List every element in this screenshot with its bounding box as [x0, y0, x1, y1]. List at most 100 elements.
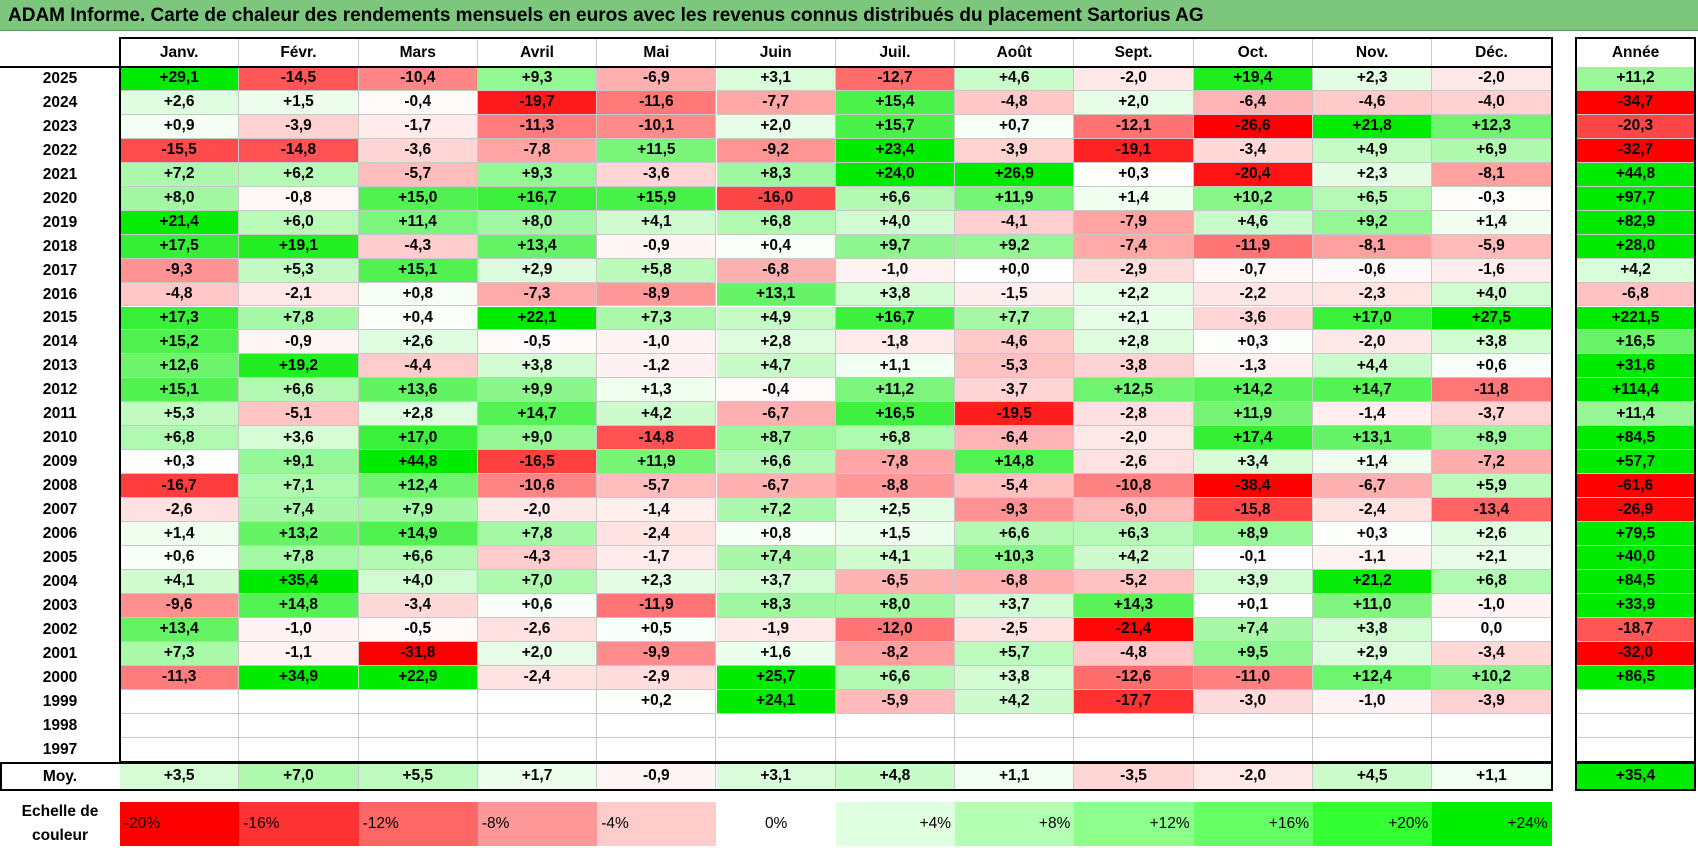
heatmap-cell: -10,4 — [358, 67, 478, 91]
heatmap-cell: -7,8 — [835, 450, 956, 475]
heatmap-cell: -21,4 — [1074, 617, 1194, 642]
year-label: 2013 — [42, 357, 78, 375]
heatmap-cell: +1,5 — [239, 90, 359, 115]
heatmap-cell: +6,8 — [1432, 569, 1552, 594]
heatmap-cell: -3,6 — [597, 162, 717, 187]
heatmap-cell: +5,8 — [597, 258, 717, 283]
heatmap-cell: +19,1 — [239, 234, 359, 259]
heatmap-cell: -1,7 — [358, 114, 478, 139]
heatmap-cell: -6,0 — [1074, 498, 1194, 523]
heatmap-cell: +6,9 — [1432, 138, 1552, 163]
heatmap-cell — [955, 737, 1075, 762]
year-label: 2006 — [42, 525, 78, 543]
annual-cell: +114,4 — [1576, 378, 1695, 403]
average-cell: +1,1 — [955, 763, 1075, 790]
color-scale-step: +20% — [1313, 802, 1433, 846]
heatmap-cell: +7,8 — [239, 546, 359, 570]
header-divider — [0, 66, 1552, 68]
heatmap-cell: -2,9 — [597, 665, 717, 690]
heatmap-cell: +7,1 — [239, 474, 359, 499]
year-label: 2008 — [42, 477, 78, 495]
heatmap-cell: +0,6 — [477, 593, 598, 618]
heatmap-cell: +6,0 — [239, 210, 359, 235]
heatmap-cell: -11,3 — [477, 114, 598, 139]
heatmap-cell: -12,7 — [835, 67, 956, 91]
average-cell: -2,0 — [1193, 763, 1313, 790]
color-scale-step: -12% — [358, 802, 478, 846]
heatmap-cell: +8,0 — [477, 210, 598, 235]
heatmap-cell: +44,8 — [358, 450, 478, 475]
heatmap-cell: +6,8 — [120, 426, 240, 451]
heatmap-cell: -1,3 — [1193, 354, 1313, 379]
month-header: Mars — [359, 38, 478, 67]
heatmap-cell — [1313, 737, 1433, 762]
heatmap-cell: -9,9 — [597, 641, 717, 666]
heatmap-cell: +4,1 — [597, 210, 717, 235]
heatmap-cell: -3,6 — [1193, 306, 1313, 331]
color-scale-step: +4% — [835, 802, 956, 846]
heatmap-cell: +16,5 — [835, 402, 956, 427]
heatmap-cell: +0,4 — [716, 234, 836, 259]
year-label: 2011 — [43, 405, 77, 423]
heatmap-cell: +4,0 — [835, 210, 956, 235]
heatmap-cell: -13,4 — [1432, 498, 1552, 523]
heatmap-cell: +11,9 — [597, 450, 717, 475]
chart-title: ADAM Informe. Carte de chaleur des rende… — [8, 5, 1204, 26]
heatmap-cell: +7,4 — [716, 546, 836, 570]
heatmap-cell: -4,3 — [358, 234, 478, 259]
heatmap-cell: +17,0 — [1313, 306, 1433, 331]
annual-cell: +221,5 — [1576, 306, 1695, 331]
heatmap-cell: +12,4 — [1313, 665, 1433, 690]
heatmap-cell: +12,5 — [1074, 378, 1194, 403]
year-label: 1997 — [42, 740, 78, 758]
annual-cell: -32,7 — [1576, 138, 1695, 163]
heatmap-cell: -1,9 — [716, 617, 836, 642]
heatmap-cell: -7,3 — [477, 282, 598, 307]
color-scale-step: +12% — [1074, 802, 1194, 846]
heatmap-cell — [835, 713, 956, 738]
heatmap-cell: +5,3 — [120, 402, 240, 427]
heatmap-cell: -2,4 — [597, 522, 717, 546]
heatmap-cell: +4,6 — [1193, 210, 1313, 235]
heatmap-cell: +3,8 — [1432, 330, 1552, 355]
month-header: Oct. — [1194, 38, 1313, 67]
heatmap-cell: +15,2 — [120, 330, 240, 355]
heatmap-cell: +0,3 — [120, 450, 240, 475]
heatmap-cell: +7,9 — [358, 498, 478, 523]
heatmap-cell: +9,2 — [955, 234, 1075, 259]
heatmap-cell — [239, 713, 359, 738]
heatmap-cell: +13,4 — [477, 234, 598, 259]
heatmap-cell: -16,5 — [477, 450, 598, 475]
heatmap-cell: +8,9 — [1193, 522, 1313, 546]
heatmap-cell: +0,3 — [1074, 162, 1194, 187]
heatmap-cell: -0,8 — [239, 186, 359, 211]
heatmap-cell: +6,6 — [955, 522, 1075, 546]
heatmap-cell: +6,6 — [239, 378, 359, 403]
year-label: 2012 — [42, 381, 78, 399]
heatmap-cell: -0,4 — [716, 378, 836, 403]
heatmap-cell: +7,8 — [239, 306, 359, 331]
heatmap-cell: +0,6 — [1432, 354, 1552, 379]
heatmap-cell — [358, 737, 478, 762]
month-header: Avril — [478, 38, 598, 67]
heatmap-cell: +21,4 — [120, 210, 240, 235]
heatmap-cell: -6,4 — [1193, 90, 1313, 115]
annual-cell: -6,8 — [1576, 282, 1695, 307]
annual-cell: +97,7 — [1576, 186, 1695, 211]
year-label: 2022 — [42, 141, 78, 159]
heatmap-cell: +13,6 — [358, 378, 478, 403]
heatmap-cell: +2,1 — [1074, 306, 1194, 331]
heatmap-cell: +9,9 — [477, 378, 598, 403]
heatmap-cell: -5,1 — [239, 402, 359, 427]
heatmap-cell: +0,6 — [120, 546, 240, 570]
heatmap-cell — [716, 713, 836, 738]
heatmap-cell: +9,3 — [477, 67, 598, 91]
heatmap-cell: +13,1 — [1313, 426, 1433, 451]
heatmap-cell: -8,1 — [1432, 162, 1552, 187]
color-scale-label: Echelle de couleur — [0, 800, 120, 848]
heatmap-cell: +29,1 — [120, 67, 240, 91]
annual-cell: +40,0 — [1576, 546, 1695, 570]
heatmap-cell: -3,6 — [358, 138, 478, 163]
heatmap-cell: +24,1 — [716, 689, 836, 714]
heatmap-cell: +17,4 — [1193, 426, 1313, 451]
